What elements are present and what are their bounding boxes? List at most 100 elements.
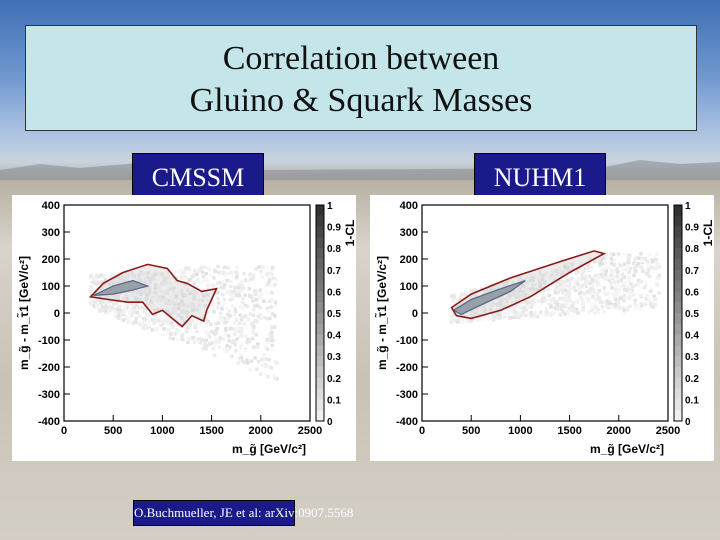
scatter-cell	[511, 278, 515, 282]
scatter-cell	[636, 282, 640, 286]
scatter-cell	[155, 283, 160, 287]
scatter-cell	[544, 271, 549, 275]
scatter-cell	[452, 293, 457, 298]
scatter-cell	[233, 348, 238, 353]
scatter-cell	[142, 277, 147, 282]
scatter-cell	[227, 345, 232, 349]
scatter-cell	[195, 272, 199, 277]
scatter-cell	[220, 307, 224, 311]
scatter-cell	[594, 297, 599, 301]
scatter-cell	[578, 270, 583, 274]
scatter-cell	[599, 257, 604, 262]
scatter-cell	[185, 304, 190, 309]
scatter-cell	[530, 289, 534, 294]
colorbar-cell	[316, 356, 324, 368]
scatter-cell	[461, 313, 465, 318]
scatter-cell	[243, 303, 248, 308]
scatter-cell	[604, 269, 609, 273]
scatter-cell	[596, 310, 601, 315]
scatter-cell	[594, 300, 598, 304]
scatter-cell	[160, 332, 165, 337]
scatter-cell	[201, 315, 205, 320]
scatter-cell	[605, 253, 610, 257]
scatter-cell	[626, 257, 631, 261]
scatter-cell	[102, 284, 107, 289]
colorbar-cell	[316, 215, 324, 228]
scatter-cell	[615, 274, 620, 279]
colorbar-tick-label: 0.4	[327, 331, 341, 342]
scatter-cell	[269, 283, 273, 288]
scatter-cell	[511, 306, 516, 310]
scatter-cell	[206, 280, 210, 284]
scatter-cell	[635, 304, 639, 308]
scatter-cell	[187, 337, 192, 341]
scatter-cell	[226, 312, 230, 317]
scatter-cell	[180, 299, 184, 304]
scatter-cell	[533, 310, 537, 314]
scatter-cell	[153, 327, 157, 332]
scatter-cell	[590, 279, 594, 283]
scatter-cell	[260, 357, 264, 362]
scatter-cell	[235, 275, 239, 279]
scatter-cell	[565, 299, 570, 304]
scatter-cell	[615, 300, 620, 305]
scatter-cell	[578, 291, 582, 295]
scatter-cell	[522, 305, 526, 310]
scatter-cell	[111, 281, 115, 286]
scatter-cell	[232, 285, 237, 290]
scatter-cell	[641, 269, 645, 274]
scatter-cell	[603, 289, 608, 294]
scatter-cell	[183, 292, 187, 297]
scatter-cell	[179, 315, 184, 320]
colorbar-cell	[316, 313, 324, 325]
scatter-cell	[200, 270, 205, 274]
scatter-cell	[148, 280, 153, 285]
colorbar-tick-label: 0.2	[327, 374, 341, 385]
scatter-cell	[238, 304, 243, 309]
scatter-cell	[260, 265, 265, 270]
scatter-cell	[201, 274, 206, 279]
scatter-cell	[513, 315, 518, 319]
scatter-cell	[555, 299, 559, 304]
scatter-cell	[111, 302, 116, 307]
scatter-cell	[581, 282, 586, 287]
scatter-cell	[561, 309, 565, 314]
scatter-cell	[97, 281, 101, 285]
scatter-cell	[597, 288, 602, 293]
scatter-cell	[131, 303, 135, 308]
scatter-cell	[573, 288, 578, 293]
scatter-cell	[247, 287, 252, 291]
scatter-cell	[150, 304, 155, 309]
scatter-cell	[251, 273, 256, 278]
scatter-cell	[497, 281, 502, 286]
scatter-cell	[618, 283, 622, 288]
scatter-cell	[115, 307, 119, 311]
scatter-cell	[550, 298, 554, 303]
scatter-cell	[580, 298, 585, 302]
scatter-cell	[153, 273, 157, 277]
scatter-cell	[591, 281, 595, 286]
scatter-cell	[547, 293, 552, 298]
scatter-cell	[598, 275, 603, 280]
scatter-cell	[155, 326, 160, 331]
scatter-cell	[228, 271, 232, 276]
scatter-cell	[592, 310, 597, 315]
scatter-cell	[495, 312, 499, 317]
scatter-cell	[214, 329, 218, 333]
scatter-cell	[634, 264, 639, 268]
scatter-cell	[647, 274, 652, 279]
scatter-cell	[655, 282, 660, 287]
scatter-cell	[239, 317, 244, 322]
scatter-cell	[503, 282, 507, 286]
scatter-cell	[182, 303, 186, 307]
scatter-cell	[153, 269, 157, 274]
scatter-cell	[588, 281, 593, 286]
scatter-cell	[577, 287, 582, 291]
scatter-cell	[568, 296, 572, 301]
scatter-cell	[195, 308, 199, 312]
scatter-cell	[237, 293, 241, 298]
colorbar-frame	[315, 204, 325, 422]
scatter-cell	[604, 266, 609, 270]
scatter-cell	[144, 297, 149, 301]
scatter-cell	[639, 293, 643, 298]
